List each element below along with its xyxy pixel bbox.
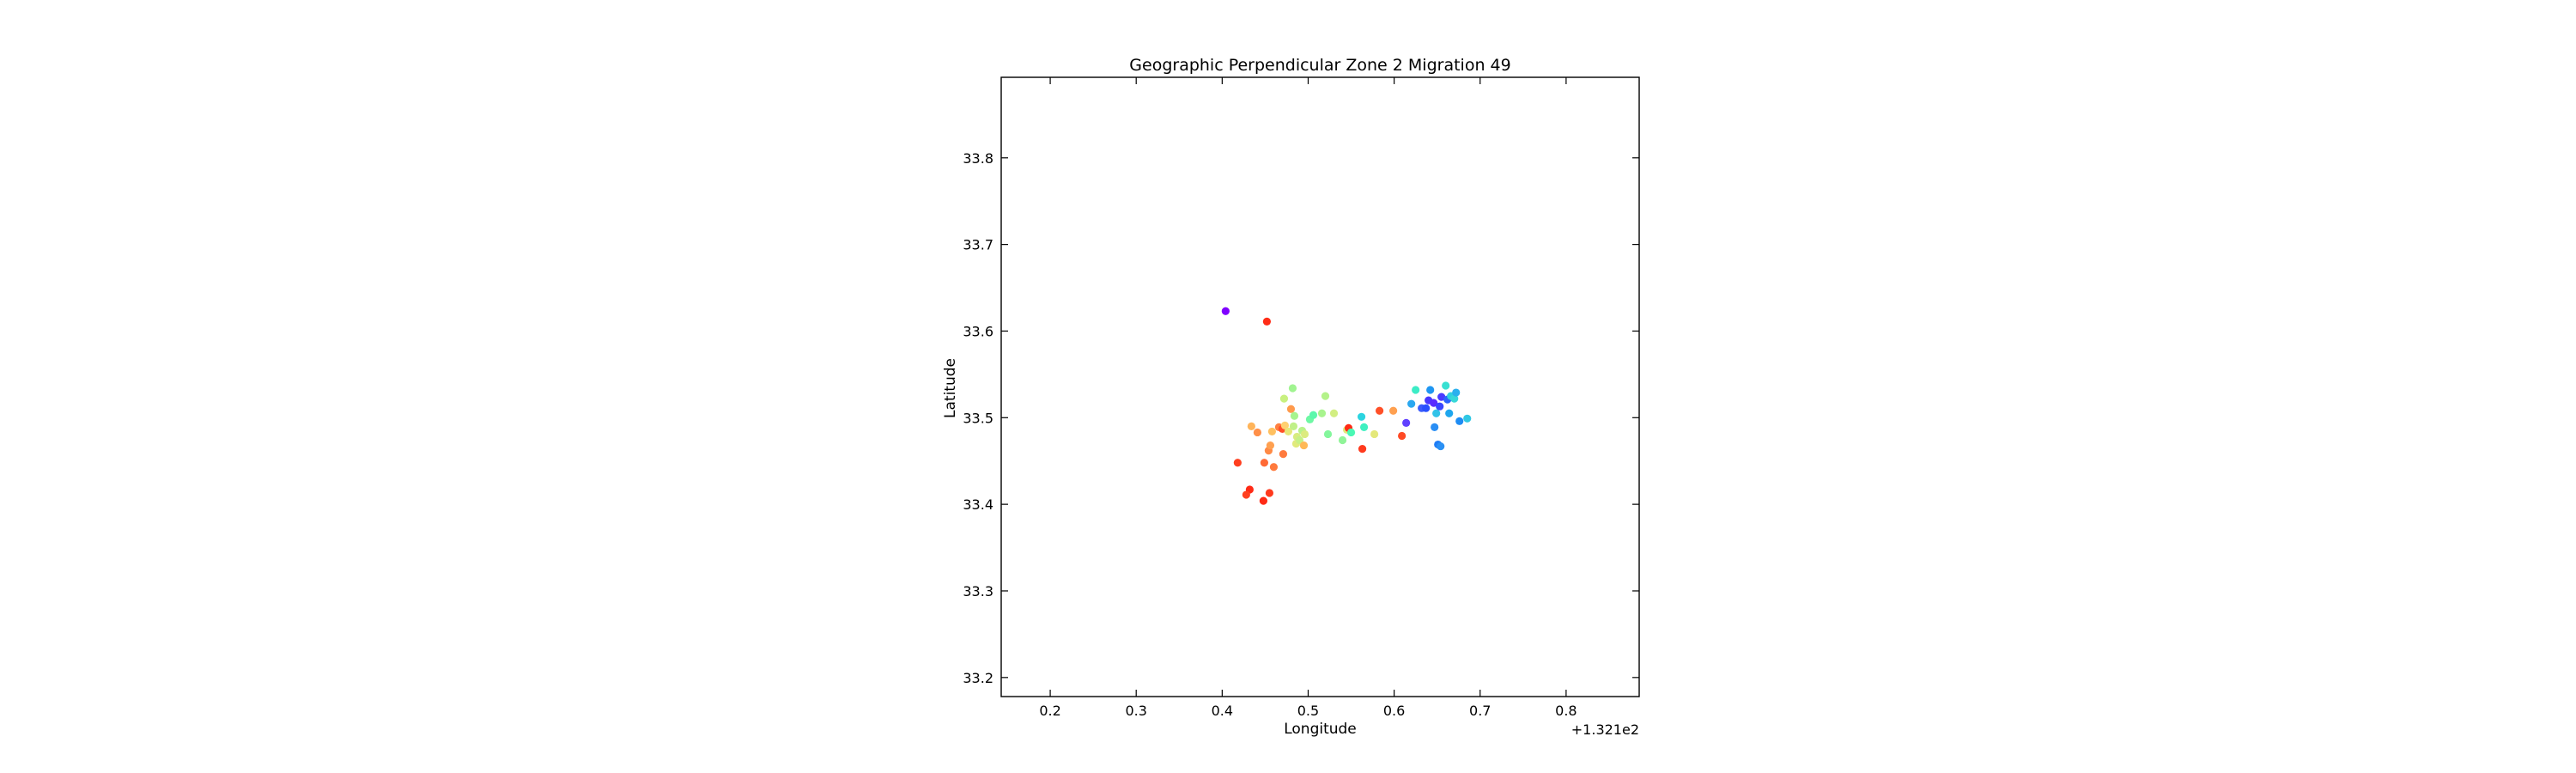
- data-point: [1463, 414, 1472, 423]
- data-point: [1412, 386, 1420, 394]
- data-point: [1323, 429, 1333, 439]
- data-point: [1279, 450, 1288, 459]
- x-tick-label: 0.3: [1125, 703, 1146, 719]
- data-point: [1422, 404, 1431, 412]
- data-point: [1450, 394, 1459, 403]
- data-point: [1455, 417, 1464, 425]
- y-tick-label: 33.5: [963, 410, 993, 426]
- data-point: [1375, 406, 1384, 415]
- y-tick-label: 33.6: [963, 323, 993, 339]
- axis-ticks: 0.2 0.3 0.4 0.5 0.6 0.7 0.8 33.2 33.3 33.4 33.5 33.…: [963, 77, 1639, 719]
- data-point: [1358, 445, 1367, 453]
- data-point: [1262, 317, 1272, 326]
- data-point: [1437, 441, 1445, 451]
- data-point: [1321, 392, 1330, 400]
- x-tick-label: 0.7: [1469, 703, 1491, 719]
- data-point: [1279, 394, 1289, 403]
- data-point: [1436, 402, 1444, 411]
- data-point: [1309, 411, 1318, 419]
- data-point: [1445, 409, 1454, 417]
- data-point: [1299, 441, 1309, 450]
- data-point: [1357, 412, 1366, 421]
- x-tick-label: 0.5: [1297, 703, 1319, 719]
- data-point: [1430, 399, 1438, 407]
- data-point: [1317, 409, 1327, 417]
- data-point: [1437, 393, 1446, 401]
- x-axis-offset-label: +1.321e2: [1571, 721, 1639, 738]
- data-point: [1370, 429, 1379, 439]
- data-point: [1329, 409, 1339, 417]
- data-point: [1300, 429, 1309, 439]
- y-tick-label: 33.3: [963, 583, 993, 600]
- data-point: [1290, 411, 1299, 420]
- data-point: [1286, 405, 1296, 413]
- data-point: [1260, 459, 1269, 467]
- data-point: [1253, 428, 1262, 437]
- x-tick-label: 0.6: [1383, 703, 1405, 719]
- data-point: [1432, 409, 1441, 417]
- y-tick-label: 33.8: [963, 150, 993, 167]
- data-point: [1398, 431, 1406, 441]
- data-point: [1359, 423, 1369, 431]
- data-point: [1280, 421, 1290, 429]
- data-point: [1221, 307, 1230, 315]
- data-point: [1346, 428, 1356, 437]
- data-point: [1266, 441, 1275, 450]
- x-axis-label: Longitude: [1284, 721, 1357, 738]
- data-point: [1242, 490, 1250, 499]
- data-point: [1259, 496, 1268, 505]
- data-point: [1338, 435, 1347, 445]
- data-point: [1265, 489, 1274, 497]
- data-point: [1269, 463, 1279, 472]
- data-point: [1407, 399, 1416, 408]
- data-point: [1442, 381, 1450, 390]
- y-tick-label: 33.4: [963, 496, 993, 513]
- data-point: [1288, 384, 1297, 393]
- scatter-points: [1221, 307, 1472, 505]
- data-point: [1247, 422, 1255, 430]
- plot-area: [1000, 76, 1640, 697]
- y-tick-label: 33.2: [963, 670, 993, 686]
- x-tick-label: 0.2: [1039, 703, 1060, 719]
- data-point: [1233, 459, 1242, 467]
- y-tick-label: 33.7: [963, 237, 993, 253]
- data-point: [1452, 388, 1461, 397]
- data-point: [1402, 418, 1411, 427]
- data-point: [1389, 406, 1398, 415]
- data-point: [1295, 435, 1304, 445]
- data-point: [1267, 427, 1277, 436]
- x-tick-label: 0.4: [1212, 703, 1233, 719]
- data-point: [1289, 422, 1298, 430]
- x-tick-label: 0.8: [1555, 703, 1577, 719]
- data-point: [1431, 423, 1439, 431]
- y-axis-label: Latitude: [942, 358, 959, 418]
- chart-title: Geographic Perpendicular Zone 2 Migratio…: [1129, 56, 1510, 75]
- data-point: [1426, 386, 1435, 394]
- data-point: [1284, 427, 1293, 436]
